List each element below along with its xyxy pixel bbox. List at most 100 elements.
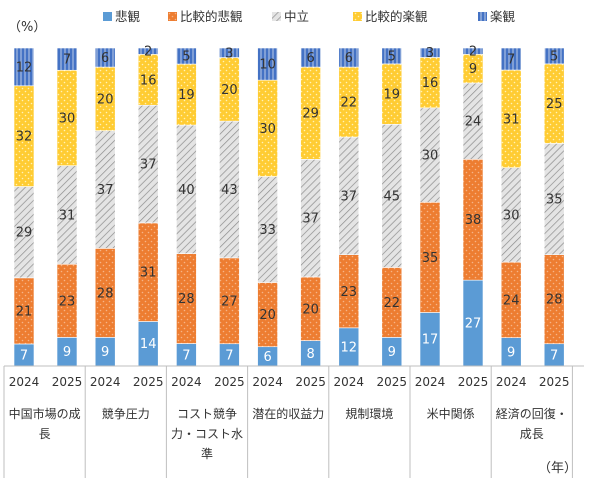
year-tick-label: 2025 — [539, 375, 570, 389]
year-tick-label: 2024 — [415, 375, 446, 389]
segment-value-label: 28 — [546, 293, 563, 308]
segment-value-label: 10 — [259, 58, 276, 73]
year-tick-label: 2024 — [171, 375, 202, 389]
segment-value-label: 9 — [388, 345, 396, 360]
segment-value-label: 17 — [422, 333, 439, 348]
segment-value-label: 20 — [302, 302, 319, 317]
segment-value-label: 31 — [140, 266, 157, 281]
bar-segment — [13, 47, 35, 87]
segment-value-label: 37 — [140, 158, 157, 173]
segment-value-label: 16 — [140, 73, 157, 88]
segment-value-label: 35 — [546, 193, 563, 208]
segment-value-label: 19 — [384, 88, 401, 103]
segment-value-label: 25 — [546, 97, 563, 112]
segment-value-label: 21 — [16, 304, 33, 319]
year-tick-label: 2025 — [133, 375, 164, 389]
segment-value-label: 24 — [503, 293, 520, 308]
bar-segment — [500, 47, 522, 71]
bar-segment — [94, 47, 116, 68]
segment-value-label: 5 — [550, 49, 558, 64]
segment-value-label: 19 — [178, 88, 195, 103]
year-tick-label: 2024 — [334, 375, 365, 389]
segment-value-label: 37 — [302, 212, 319, 227]
segment-value-label: 12 — [341, 340, 358, 355]
year-tick-label: 2025 — [458, 375, 489, 389]
legend-label: 比較的楽観 — [365, 9, 428, 24]
year-tick-label: 2024 — [496, 375, 527, 389]
segment-value-label: 20 — [259, 308, 276, 323]
segment-value-label: 6 — [306, 51, 314, 66]
segment-value-label: 14 — [140, 337, 157, 352]
segment-value-label: 28 — [97, 286, 114, 301]
bar-segment — [338, 47, 360, 68]
segment-value-label: 7 — [550, 348, 558, 363]
segment-value-label: 32 — [16, 130, 33, 145]
segment-value-label: 30 — [259, 122, 276, 137]
year-tick-label: 2024 — [90, 375, 121, 389]
segment-value-label: 33 — [259, 223, 276, 238]
legend-label: 比較的悲観 — [180, 9, 243, 24]
year-tick-label: 2025 — [377, 375, 408, 389]
bar-segment — [219, 47, 240, 58]
year-tick-label: 2024 — [9, 375, 40, 389]
category-label: 競争圧力 — [102, 406, 150, 421]
bar-segment — [300, 47, 321, 68]
x-axis: 2024 2025 2024 2025 2024 2025 2024 2025 2024 2025… — [3, 365, 584, 478]
segment-value-label: 30 — [59, 111, 76, 126]
bar-segment — [419, 47, 441, 58]
segment-value-label: 22 — [341, 96, 358, 111]
segment-value-label: 37 — [97, 183, 114, 198]
segment-value-label: 31 — [503, 112, 520, 127]
bar-segment — [137, 47, 159, 55]
category-label: 中国市場の成長 — [9, 406, 81, 441]
legend-swatch — [168, 12, 177, 21]
segment-value-label: 22 — [384, 296, 401, 311]
bar-segment — [56, 47, 78, 71]
segment-value-label: 5 — [388, 49, 396, 64]
segment-value-label: 3 — [225, 46, 233, 61]
legend-label: 楽観 — [490, 9, 516, 24]
segment-value-label: 20 — [221, 83, 238, 98]
year-tick-label: 2024 — [252, 375, 283, 389]
segment-value-label: 40 — [178, 183, 195, 198]
segment-value-label: 7 — [63, 53, 71, 68]
year-tick-label: 2025 — [295, 375, 326, 389]
segment-value-label: 9 — [469, 62, 477, 77]
segment-value-label: 3 — [426, 46, 434, 61]
legend-swatch — [353, 12, 362, 21]
bar-segment — [381, 47, 403, 65]
segment-value-label: 29 — [302, 107, 319, 122]
segment-labels: 7212932129233130792837206143137162728401… — [16, 45, 563, 365]
year-tick-label: 2025 — [52, 375, 83, 389]
legend-label: 悲観 — [115, 9, 141, 24]
segment-value-label: 6 — [101, 51, 109, 66]
segment-value-label: 23 — [59, 294, 76, 309]
segment-value-label: 24 — [465, 115, 482, 130]
segment-value-label: 7 — [225, 348, 233, 363]
segment-value-label: 6 — [345, 51, 353, 66]
segment-value-label: 45 — [384, 189, 401, 204]
segment-value-label: 5 — [182, 50, 190, 65]
legend-swatch — [272, 12, 281, 21]
segment-value-label: 27 — [465, 317, 482, 332]
segment-value-label: 35 — [422, 251, 439, 266]
legend: 悲観 比較的悲観 中立 比較的楽観 楽観 — [103, 9, 516, 24]
segment-value-label: 16 — [422, 76, 439, 91]
legend-label: 中立 — [284, 9, 309, 24]
segment-value-label: 27 — [221, 294, 238, 309]
segment-value-label: 31 — [59, 208, 76, 223]
bar-segment — [176, 47, 197, 65]
segment-value-label: 2 — [469, 45, 477, 60]
segment-value-label: 9 — [101, 345, 109, 360]
segment-value-label: 23 — [341, 285, 358, 300]
segment-value-label: 6 — [263, 350, 271, 365]
year-tick-label: 2025 — [214, 375, 245, 389]
bar-segment — [543, 47, 565, 65]
segment-value-label: 43 — [221, 183, 238, 198]
bar-segment — [257, 47, 278, 81]
segment-value-label: 7 — [20, 348, 28, 363]
segment-value-label: 12 — [16, 60, 33, 75]
category-label: 規制環境 — [345, 406, 393, 421]
x-unit-label: （年） — [538, 461, 577, 476]
